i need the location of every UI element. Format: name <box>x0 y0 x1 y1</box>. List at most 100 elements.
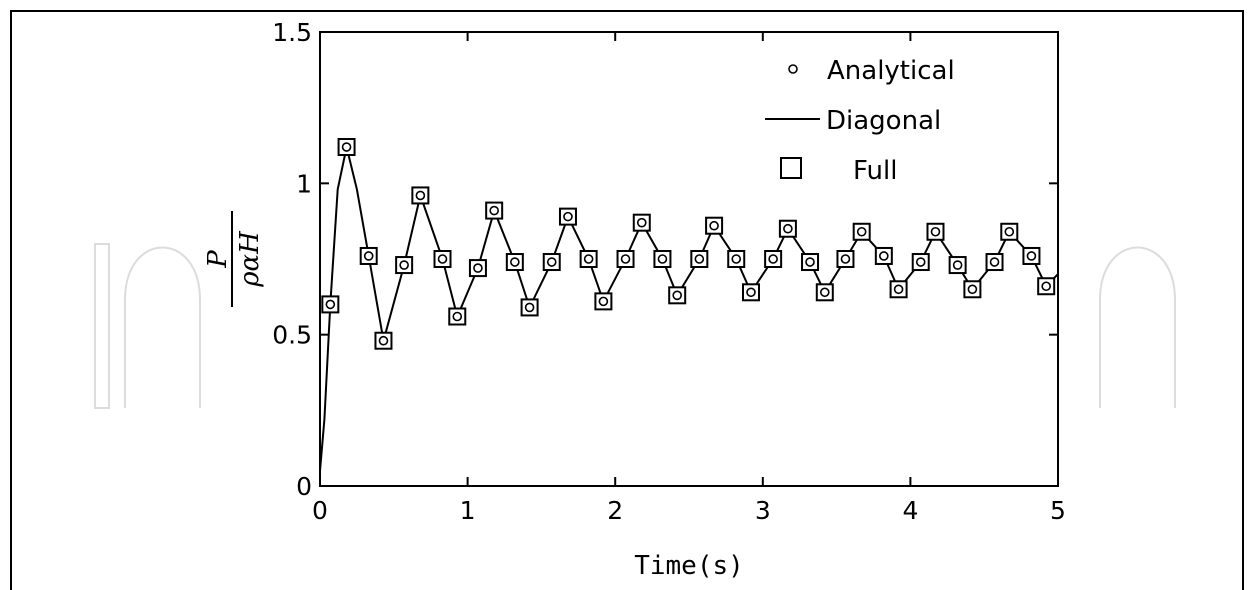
full-point <box>668 286 687 305</box>
full-point <box>542 253 561 272</box>
y-tick-labels: 0 0.5 1 1.5 <box>272 18 312 501</box>
full-point <box>485 201 504 220</box>
full-point <box>911 253 930 272</box>
analytical-point <box>399 260 409 270</box>
full-point <box>374 331 393 350</box>
analytical-point <box>524 302 535 313</box>
y-tick-label: 1 <box>296 169 312 198</box>
analytical-point <box>452 311 463 322</box>
full-point <box>558 207 577 226</box>
analytical-point <box>1026 251 1037 261</box>
full-point <box>874 246 893 265</box>
x-tick-label: 2 <box>607 496 623 525</box>
full-point <box>778 219 797 238</box>
x-axis-label: Time(s) <box>634 551 744 581</box>
analytical-point <box>746 287 756 298</box>
y-axis-label-numerator: P <box>203 250 233 269</box>
x-tick-label: 3 <box>755 496 771 525</box>
legend-square-marker <box>780 157 802 179</box>
analytical-point <box>783 223 793 234</box>
analytical-point <box>583 254 594 264</box>
analytical-point <box>930 226 941 237</box>
analytical-point <box>598 296 609 307</box>
analytical-point <box>636 217 647 228</box>
analytical-point <box>879 251 889 261</box>
full-point <box>852 222 871 241</box>
full-point <box>963 280 982 299</box>
ticks-layer <box>319 31 1059 487</box>
series-line-diagonal <box>319 146 1059 471</box>
analytical-point <box>378 335 389 346</box>
analytical-point <box>768 254 778 264</box>
analytical-point <box>893 284 904 295</box>
analytical-point <box>620 254 631 264</box>
x-tick-label: 5 <box>1050 496 1066 525</box>
full-point <box>741 283 760 302</box>
x-tick-label: 0 <box>312 496 328 525</box>
full-point <box>520 298 539 317</box>
watermark-stroke <box>94 243 110 409</box>
y-axis-label-denominator: ραH <box>235 230 265 288</box>
axes-box <box>319 31 1059 487</box>
analytical-point <box>473 263 483 273</box>
full-point <box>1022 246 1041 265</box>
full-point <box>433 250 452 268</box>
x-tick-label: 1 <box>460 496 476 525</box>
analytical-point <box>731 254 742 264</box>
analytical-point <box>694 254 705 264</box>
full-point <box>337 138 356 157</box>
full-point <box>616 250 635 268</box>
full-point <box>321 295 340 314</box>
series-layer <box>319 138 1059 471</box>
full-point <box>705 216 724 235</box>
watermark-stroke <box>124 246 201 408</box>
x-tick-label: 4 <box>902 496 918 525</box>
full-point <box>815 283 834 302</box>
analytical-point <box>489 205 499 216</box>
full-point <box>948 256 967 275</box>
analytical-point <box>510 257 520 267</box>
y-tick-label: 0.5 <box>272 321 312 350</box>
analytical-point <box>952 260 963 270</box>
full-point <box>1000 222 1019 241</box>
full-point <box>579 250 598 268</box>
legend-label: Diagonal <box>826 106 941 136</box>
analytical-point <box>437 254 448 264</box>
analytical-point <box>709 220 719 231</box>
analytical-point <box>805 257 815 267</box>
analytical-point <box>989 257 1000 267</box>
analytical-point <box>341 142 352 152</box>
full-point <box>594 292 613 311</box>
full-point <box>359 246 378 265</box>
analytical-point <box>915 257 926 267</box>
analytical-point <box>819 287 830 298</box>
analytical-point <box>657 254 668 264</box>
full-point <box>411 186 430 205</box>
legend: Analytical Diagonal Full <box>765 56 955 186</box>
full-point <box>985 253 1004 272</box>
y-tick-label: 1.5 <box>272 18 312 47</box>
y-tick-label: 0 <box>296 472 312 501</box>
figure-frame <box>10 10 1244 590</box>
analytical-point <box>363 251 374 261</box>
analytical-point <box>1041 281 1051 292</box>
analytical-point <box>967 284 978 295</box>
full-point <box>926 222 945 241</box>
legend-label: Full <box>853 156 897 186</box>
analytical-point <box>672 290 682 301</box>
full-point <box>468 259 487 278</box>
analytical-point <box>415 190 426 201</box>
full-point <box>448 307 467 326</box>
full-point <box>889 280 908 299</box>
full-point <box>395 256 414 275</box>
x-tick-labels: 0 1 2 3 4 5 <box>312 496 1066 525</box>
legend-label: Analytical <box>827 56 955 86</box>
full-point <box>764 250 783 268</box>
full-point <box>505 253 524 272</box>
full-point <box>653 250 672 268</box>
legend-circle-marker <box>788 64 798 74</box>
full-point <box>632 213 651 232</box>
analytical-point <box>563 211 573 222</box>
watermark-stroke <box>1099 246 1176 408</box>
